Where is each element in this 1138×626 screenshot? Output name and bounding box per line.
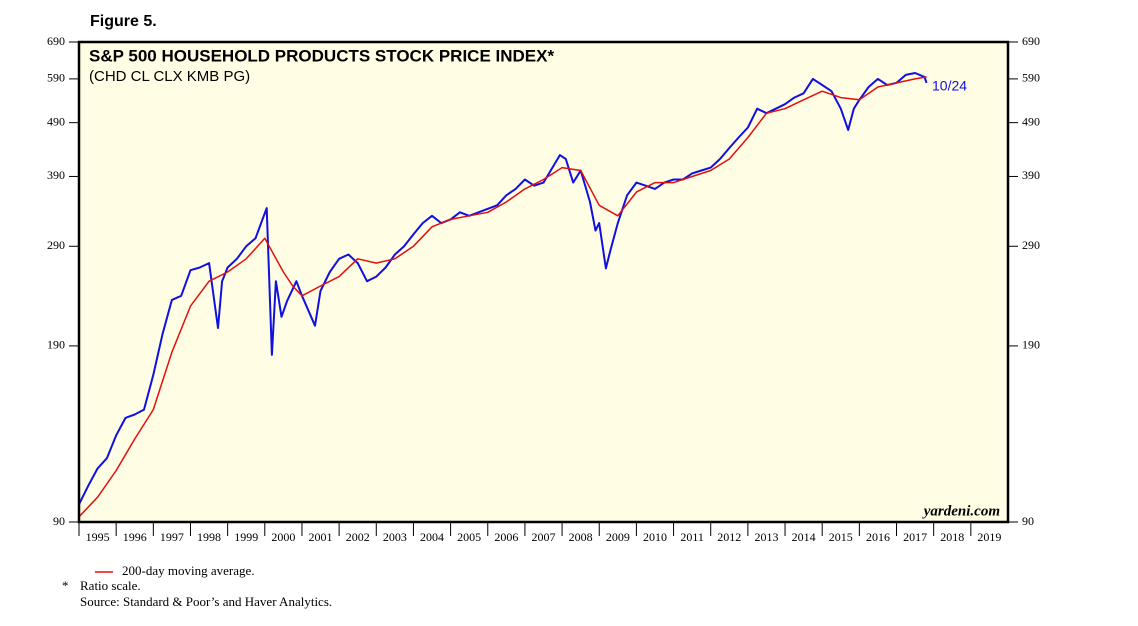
x-tick-label: 1995 bbox=[86, 530, 110, 544]
x-tick-label: 2015 bbox=[829, 530, 853, 544]
source: Source: Standard & Poor’s and Haver Anal… bbox=[80, 594, 332, 609]
x-tick-label: 2014 bbox=[792, 530, 816, 544]
x-tick-label: 2004 bbox=[420, 530, 444, 544]
x-tick-label: 2013 bbox=[754, 530, 778, 544]
y-tick-label: 490 bbox=[47, 114, 65, 128]
y2-tick-label: 190 bbox=[1022, 338, 1040, 352]
x-tick-label: 1997 bbox=[160, 530, 184, 544]
watermark: yardeni.com bbox=[922, 503, 1000, 519]
y-tick-label: 390 bbox=[47, 168, 65, 182]
footnote-marker: * bbox=[62, 578, 69, 593]
series-line bbox=[78, 72, 928, 505]
chart-title: S&P 500 HOUSEHOLD PRODUCTS STOCK PRICE I… bbox=[89, 46, 554, 65]
x-tick-label: 1998 bbox=[197, 530, 221, 544]
footnote: Ratio scale. bbox=[80, 578, 141, 593]
y2-tick-label: 390 bbox=[1022, 168, 1040, 182]
x-tick-label: 2009 bbox=[606, 530, 630, 544]
x-tick-label: 2007 bbox=[532, 530, 556, 544]
y2-tick-label: 690 bbox=[1022, 34, 1040, 48]
legend-label: 200-day moving average. bbox=[122, 563, 254, 578]
x-tick-label: 2000 bbox=[271, 530, 295, 544]
last-date-label: 10/24 bbox=[932, 78, 967, 94]
x-tick-label: 2005 bbox=[457, 530, 481, 544]
x-tick-label: 2002 bbox=[346, 530, 370, 544]
x-tick-label: 2006 bbox=[494, 530, 518, 544]
y2-tick-label: 490 bbox=[1022, 114, 1040, 128]
x-tick-label: 1999 bbox=[234, 530, 258, 544]
y-tick-label: 690 bbox=[47, 34, 65, 48]
y2-tick-label: 90 bbox=[1022, 514, 1034, 528]
x-tick-label: 2012 bbox=[717, 530, 741, 544]
series-line bbox=[78, 76, 927, 518]
x-tick-label: 2019 bbox=[977, 530, 1001, 544]
x-tick-label: 1996 bbox=[123, 530, 147, 544]
x-tick-label: 2017 bbox=[903, 530, 927, 544]
y-tick-label: 90 bbox=[53, 514, 65, 528]
chart-subtitle: (CHD CL CLX KMB PG) bbox=[89, 68, 250, 85]
x-tick-label: 2016 bbox=[866, 530, 890, 544]
plot-area bbox=[79, 42, 1008, 522]
x-tick-label: 2003 bbox=[383, 530, 407, 544]
y-tick-label: 290 bbox=[47, 238, 65, 252]
plot-border bbox=[77, 40, 1010, 524]
y-tick-label: 590 bbox=[47, 71, 65, 85]
x-tick-label: 2010 bbox=[643, 530, 667, 544]
x-tick-label: 2008 bbox=[569, 530, 593, 544]
y2-tick-label: 290 bbox=[1022, 238, 1040, 252]
y2-tick-label: 590 bbox=[1022, 71, 1040, 85]
x-tick-label: 2001 bbox=[309, 530, 333, 544]
x-tick-label: 2011 bbox=[680, 530, 704, 544]
x-tick-label: 2018 bbox=[940, 530, 964, 544]
figure-label: Figure 5. bbox=[90, 13, 157, 30]
y-tick-label: 190 bbox=[47, 338, 65, 352]
